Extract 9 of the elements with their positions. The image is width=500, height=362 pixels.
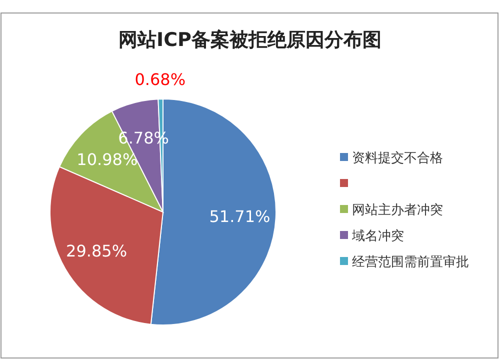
legend-label: 资料提交不合格 — [352, 150, 443, 166]
data-label: 10.98% — [76, 150, 138, 170]
legend-label: 域名冲突 — [351, 229, 404, 244]
legend-label: 网站主办者冲突 — [352, 202, 443, 218]
chart-title: 网站ICP备案被拒绝原因分布图 — [118, 29, 382, 51]
legend-label: 经营范围需前置审批 — [352, 254, 469, 270]
data-label: 51.71% — [209, 207, 270, 226]
data-label: 0.68% — [134, 70, 186, 90]
data-label: 29.85% — [66, 242, 128, 261]
